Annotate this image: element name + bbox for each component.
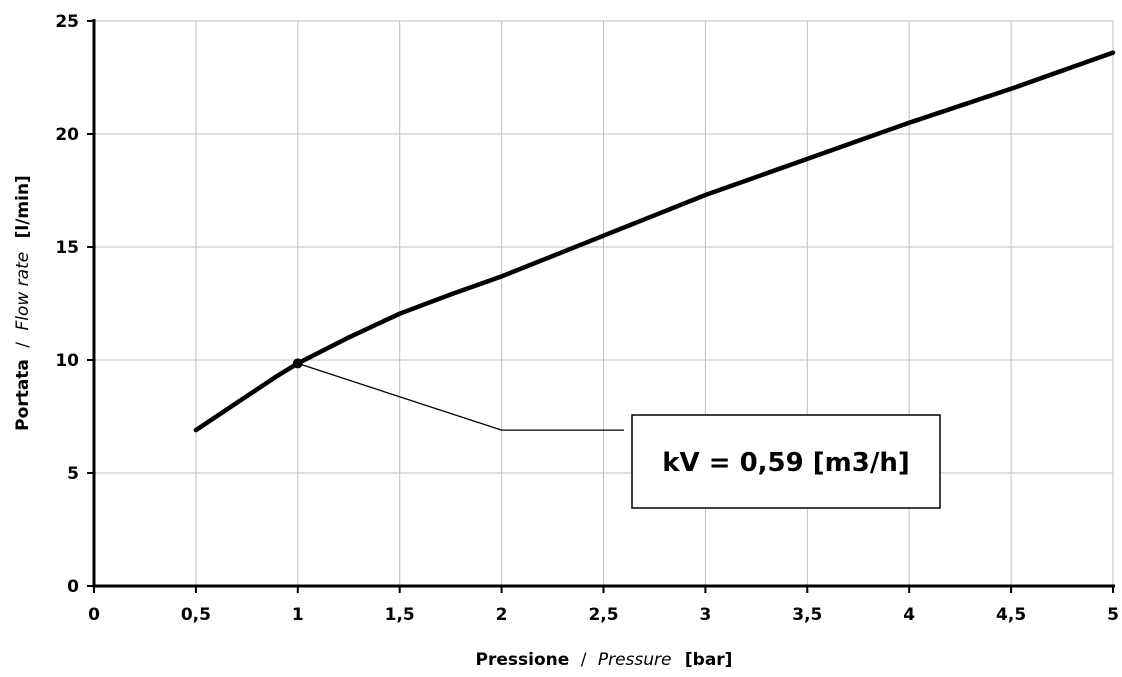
x-tick-label: 2,5 bbox=[588, 605, 618, 625]
annotation-text: kV = 0,59 [m3/h] bbox=[662, 448, 909, 478]
x-tick-label: 2 bbox=[496, 605, 508, 625]
x-tick-label: 1,5 bbox=[385, 605, 415, 625]
series bbox=[193, 50, 1116, 433]
y-tick-label: 0 bbox=[67, 577, 79, 597]
data-point-marker bbox=[292, 358, 303, 369]
x-axis-label-alt: Pressure bbox=[598, 650, 672, 670]
x-tick-label: 3 bbox=[699, 605, 711, 625]
y-tick-label: 20 bbox=[55, 125, 79, 145]
grid bbox=[94, 20, 1114, 586]
y-tick-label: 10 bbox=[55, 351, 79, 371]
y-tick-label: 25 bbox=[55, 12, 79, 32]
annotation-leader-line bbox=[297, 362, 624, 431]
x-tick-label: 4 bbox=[903, 605, 915, 625]
y-tick-label: 5 bbox=[67, 464, 79, 484]
x-tick-label: 1 bbox=[292, 605, 304, 625]
axes bbox=[87, 19, 1115, 593]
y-axis-label-unit: [l/min] bbox=[13, 175, 33, 238]
y-axis-label: Portata / Flow rate [l/min] bbox=[13, 175, 33, 431]
x-axis-label-main: Pressione bbox=[476, 650, 570, 670]
x-axis-label-sep: / bbox=[581, 650, 587, 670]
y-axis-label-alt: Flow rate bbox=[13, 252, 33, 331]
y-axis-label-main: Portata bbox=[13, 359, 33, 431]
y-tick-label: 15 bbox=[55, 238, 79, 258]
x-tick-label: 4,5 bbox=[996, 605, 1026, 625]
y-axis-label-sep: / bbox=[13, 342, 33, 348]
annotation: kV = 0,59 [m3/h] bbox=[292, 358, 941, 509]
annotation-box bbox=[631, 414, 941, 509]
tick-labels: 0 0,5 1 1,5 2 2,5 3 3,5 4 4,5 5 0 5 10 15 20 25 bbox=[55, 12, 1119, 625]
x-tick-label: 0 bbox=[88, 605, 100, 625]
x-tick-label: 0,5 bbox=[181, 605, 211, 625]
x-axis-label: Pressione / Pressure [bar] bbox=[476, 650, 733, 670]
x-axis-label-unit: [bar] bbox=[685, 650, 733, 670]
x-tick-label: 5 bbox=[1107, 605, 1119, 625]
series-line bbox=[193, 50, 1116, 433]
x-tick-label: 3,5 bbox=[792, 605, 822, 625]
